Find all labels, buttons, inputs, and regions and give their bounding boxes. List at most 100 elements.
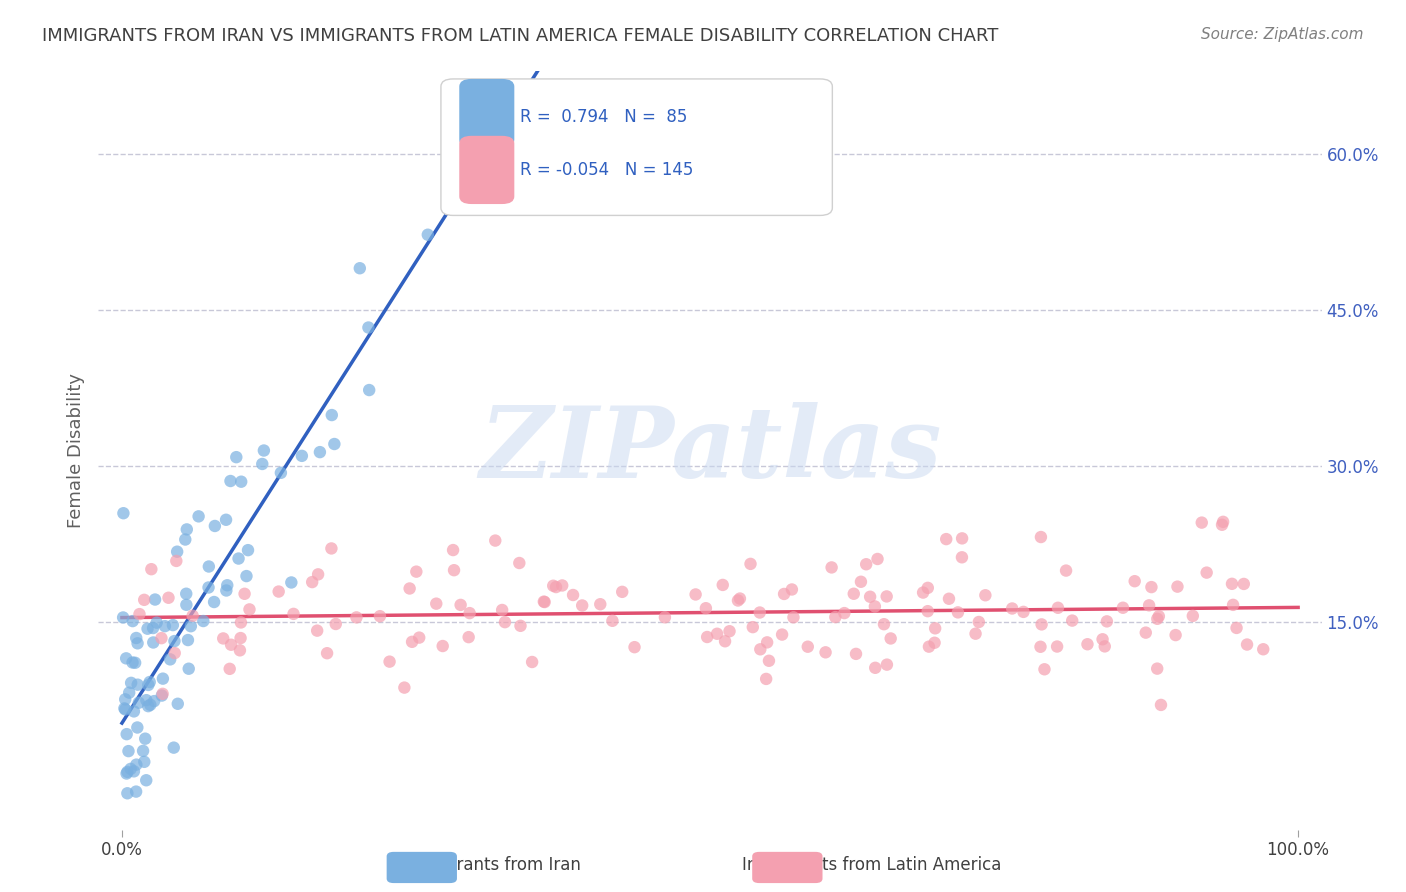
Immigrants from Latin America <box>855 558 877 572</box>
FancyBboxPatch shape <box>460 136 515 204</box>
Immigrants from Latin America <box>1031 617 1053 632</box>
Immigrants from Iran <box>176 598 198 612</box>
Immigrants from Latin America <box>1220 577 1243 591</box>
Immigrants from Latin America <box>711 578 734 592</box>
Immigrants from Latin America <box>1094 640 1116 654</box>
Immigrants from Latin America <box>1236 638 1258 652</box>
Immigrants from Latin America <box>824 610 846 624</box>
Immigrants from Latin America <box>1046 640 1069 654</box>
Immigrants from Latin America <box>233 587 256 601</box>
Immigrants from Iran <box>125 757 148 772</box>
Immigrants from Iran <box>115 651 138 665</box>
Immigrants from Iran <box>127 636 149 650</box>
Immigrants from Latin America <box>1212 515 1234 529</box>
Immigrants from Iran <box>231 475 253 489</box>
Immigrants from Latin America <box>218 662 240 676</box>
Immigrants from Iran <box>162 618 184 632</box>
Immigrants from Latin America <box>950 532 973 546</box>
Immigrants from Latin America <box>394 681 416 695</box>
Immigrants from Iran <box>117 786 139 800</box>
Immigrants from Latin America <box>1225 621 1247 635</box>
Immigrants from Iran <box>204 519 226 533</box>
Immigrants from Latin America <box>533 594 555 608</box>
Immigrants from Latin America <box>1147 609 1170 624</box>
Immigrants from Iran <box>112 610 135 624</box>
Immigrants from Latin America <box>307 624 329 638</box>
Immigrants from Iran <box>180 619 202 633</box>
Immigrants from Iran <box>136 843 159 857</box>
Immigrants from Latin America <box>866 552 889 566</box>
Immigrants from Latin America <box>1076 637 1098 651</box>
Immigrants from Latin America <box>967 615 990 629</box>
Immigrants from Latin America <box>157 591 180 605</box>
Immigrants from Iran <box>176 523 198 537</box>
Immigrants from Iran <box>202 595 225 609</box>
Immigrants from Latin America <box>773 587 796 601</box>
Immigrants from Iran <box>125 631 148 645</box>
Immigrants from Iran <box>114 692 136 706</box>
Immigrants from Iran <box>225 450 247 465</box>
Immigrants from Iran <box>127 721 149 735</box>
Immigrants from Iran <box>134 755 156 769</box>
Immigrants from Latin America <box>685 587 707 601</box>
Immigrants from Latin America <box>283 607 305 621</box>
Immigrants from Latin America <box>924 636 946 650</box>
Immigrants from Latin America <box>749 642 772 657</box>
Immigrants from Latin America <box>1001 601 1024 615</box>
Immigrants from Latin America <box>834 606 856 620</box>
Immigrants from Latin America <box>727 593 749 607</box>
Immigrants from Latin America <box>917 581 939 595</box>
Immigrants from Latin America <box>1029 530 1052 544</box>
Immigrants from Latin America <box>728 591 751 606</box>
Immigrants from Iran <box>117 744 139 758</box>
Immigrants from Latin America <box>152 687 174 701</box>
Immigrants from Latin America <box>820 560 842 574</box>
Immigrants from Latin America <box>551 578 574 592</box>
Immigrants from Iran <box>357 320 380 334</box>
Immigrants from Iran <box>145 615 167 630</box>
Immigrants from Iran <box>215 513 238 527</box>
Immigrants from Iran <box>136 678 159 692</box>
Immigrants from Iran <box>134 731 156 746</box>
Immigrants from Latin America <box>1146 612 1168 626</box>
Immigrants from Latin America <box>602 614 624 628</box>
Immigrants from Latin America <box>612 585 634 599</box>
Immigrants from Latin America <box>541 579 564 593</box>
Immigrants from Iran <box>122 764 145 779</box>
Immigrants from Latin America <box>508 556 530 570</box>
Immigrants from Iran <box>253 443 276 458</box>
Immigrants from Latin America <box>780 582 803 597</box>
Immigrants from Iran <box>235 569 257 583</box>
Immigrants from Latin America <box>1123 574 1146 589</box>
Immigrants from Iran <box>217 578 239 592</box>
Immigrants from Latin America <box>741 620 763 634</box>
Immigrants from Iran <box>197 581 219 595</box>
Immigrants from Latin America <box>520 655 543 669</box>
Immigrants from Latin America <box>1135 625 1157 640</box>
Immigrants from Iran <box>115 766 138 780</box>
Immigrants from Latin America <box>1046 600 1069 615</box>
Immigrants from Iran <box>142 635 165 649</box>
Immigrants from Latin America <box>163 646 186 660</box>
Immigrants from Iran <box>132 744 155 758</box>
Immigrants from Latin America <box>1029 640 1052 654</box>
Immigrants from Iran <box>323 437 346 451</box>
FancyBboxPatch shape <box>460 79 515 147</box>
Immigrants from Latin America <box>368 609 391 624</box>
Immigrants from Iran <box>166 697 188 711</box>
Immigrants from Latin America <box>814 645 837 659</box>
Immigrants from Iran <box>135 693 157 707</box>
Immigrants from Latin America <box>1062 614 1084 628</box>
Immigrants from Latin America <box>865 661 887 675</box>
Immigrants from Latin America <box>307 567 329 582</box>
Immigrants from Latin America <box>740 557 762 571</box>
Immigrants from Latin America <box>229 615 252 630</box>
Immigrants from Iran <box>309 445 332 459</box>
Immigrants from Latin America <box>863 599 886 614</box>
Immigrants from Iran <box>121 656 143 670</box>
Y-axis label: Female Disability: Female Disability <box>66 373 84 528</box>
Immigrants from Latin America <box>457 630 479 644</box>
Text: ZIPatlas: ZIPatlas <box>479 402 941 499</box>
Immigrants from Latin America <box>859 590 882 604</box>
Immigrants from Latin America <box>301 575 323 590</box>
